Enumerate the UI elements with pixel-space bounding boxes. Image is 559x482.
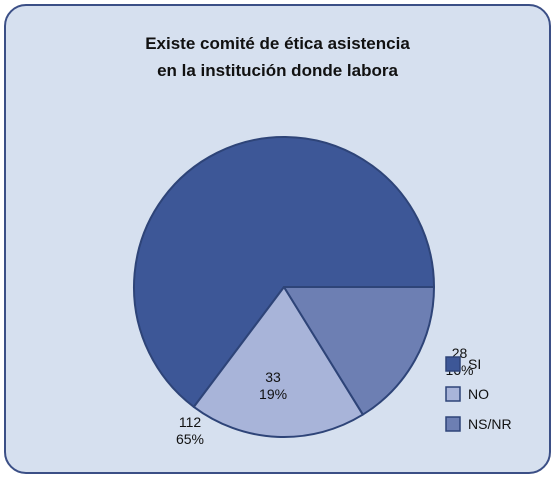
chart-title-line-2: en la institución donde labora bbox=[157, 61, 398, 80]
legend-label: SI bbox=[468, 356, 481, 372]
pie-slice-no bbox=[192, 286, 364, 438]
pie-slice-si bbox=[133, 136, 435, 408]
pie-slice-ns-nr bbox=[283, 286, 435, 416]
slice-percent-label: 65% bbox=[176, 431, 204, 447]
legend-swatch bbox=[445, 356, 461, 372]
slice-value-label: 33 bbox=[265, 369, 281, 385]
legend-swatch bbox=[445, 416, 461, 432]
slice-percent-label: 19% bbox=[259, 386, 287, 402]
legend-swatch bbox=[445, 386, 461, 402]
legend-label: NO bbox=[468, 386, 489, 402]
chart-title: Existe comité de ética asistencia en la … bbox=[0, 30, 555, 84]
legend-label: NS/NR bbox=[468, 416, 512, 432]
chart-title-line-1: Existe comité de ética asistencia bbox=[145, 34, 410, 53]
slice-value-label: 112 bbox=[179, 414, 202, 430]
